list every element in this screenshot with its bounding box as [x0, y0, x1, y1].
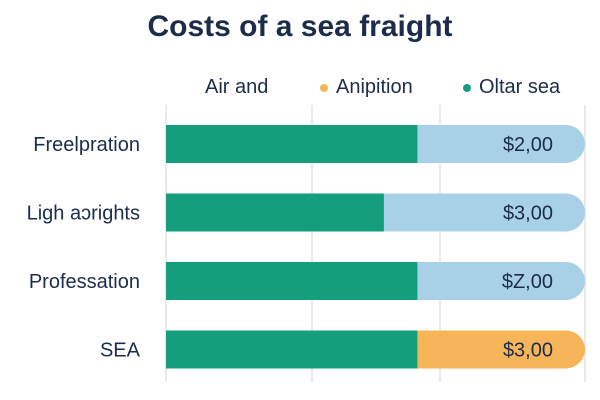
legend-label: Air and [205, 76, 269, 98]
legend-label: Oltar sea [479, 76, 561, 98]
category-label: Ligh aɔrights [27, 203, 140, 225]
value-label: $Z,00 [502, 271, 553, 293]
legend-item-air-and: Air and [205, 76, 268, 99]
category-label: SEA [100, 340, 141, 362]
bar-segment [397, 330, 585, 369]
chart-title: Costs of a sea fraight [147, 10, 453, 43]
legend-dot [463, 83, 471, 92]
value-label: $3,00 [503, 340, 553, 362]
bar-segment [166, 193, 384, 232]
bar-segment [166, 330, 418, 369]
category-label: Freelpration [33, 134, 140, 156]
legend-dot [320, 83, 328, 92]
category-label: Professation [29, 271, 140, 293]
bar-segment [397, 125, 585, 163]
value-label: $2,00 [503, 134, 553, 156]
value-label: $3,00 [503, 203, 553, 225]
bar-segment [166, 262, 418, 300]
legend-item-anipition: Anipition [320, 76, 413, 99]
legend-label: Anipition [336, 76, 413, 98]
bar-segment [166, 125, 418, 163]
legend: Air and Anipition Oltar sea [0, 76, 600, 106]
bar-segment [397, 262, 585, 300]
bar-segment [363, 193, 585, 232]
legend-item-oltar-sea: Oltar sea [463, 76, 560, 99]
